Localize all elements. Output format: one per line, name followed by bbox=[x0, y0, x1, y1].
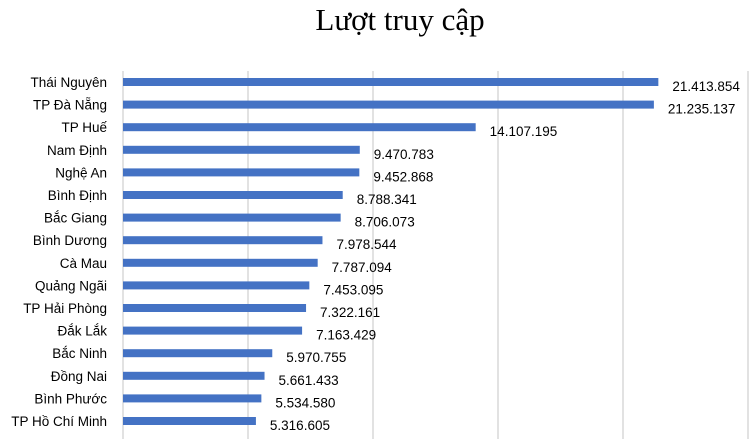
data-label: 7.322.161 bbox=[320, 305, 380, 320]
data-label: 7.453.095 bbox=[323, 282, 383, 297]
bar bbox=[123, 258, 318, 267]
bar bbox=[123, 236, 323, 245]
bar bbox=[123, 371, 265, 380]
category-label: Bắc Giang bbox=[44, 211, 107, 226]
data-label: 8.706.073 bbox=[355, 215, 415, 230]
bar bbox=[123, 123, 476, 132]
data-label: 9.452.868 bbox=[373, 169, 433, 184]
category-label: Đắk Lắk bbox=[57, 324, 107, 339]
data-label: 9.470.783 bbox=[374, 147, 434, 162]
bar bbox=[123, 78, 659, 86]
bar bbox=[123, 281, 310, 290]
bar bbox=[123, 417, 256, 425]
bar bbox=[123, 349, 273, 358]
category-label: Bắc Ninh bbox=[52, 346, 107, 361]
data-label: 7.978.544 bbox=[336, 237, 397, 252]
bar bbox=[123, 168, 360, 177]
category-label: Cà Mau bbox=[60, 256, 107, 271]
data-label: 5.661.433 bbox=[279, 373, 339, 388]
data-label: 8.788.341 bbox=[357, 192, 417, 207]
bar bbox=[123, 100, 654, 109]
bar bbox=[123, 213, 341, 222]
bar bbox=[123, 326, 303, 335]
category-label: Nghệ An bbox=[55, 165, 107, 180]
data-label: 5.534.580 bbox=[275, 395, 335, 410]
data-label: 5.970.755 bbox=[286, 350, 346, 365]
data-label: 21.413.854 bbox=[672, 79, 740, 94]
category-label: Thái Nguyên bbox=[30, 75, 107, 90]
category-label: TP Hồ Chí Minh bbox=[11, 414, 107, 429]
category-label: TP Hải Phòng bbox=[23, 301, 107, 316]
bar bbox=[123, 304, 307, 312]
bar bbox=[123, 145, 360, 154]
category-label: Bình Dương bbox=[33, 233, 107, 248]
data-label: 5.316.605 bbox=[270, 418, 330, 433]
bar bbox=[123, 394, 262, 403]
category-label: Đồng Nai bbox=[51, 369, 107, 384]
chart-title: Lượt truy cập bbox=[315, 2, 485, 37]
category-label: Bình Định bbox=[48, 188, 107, 203]
bar bbox=[123, 191, 343, 199]
data-label: 7.787.094 bbox=[332, 260, 393, 275]
category-label: Nam Định bbox=[47, 143, 107, 158]
data-label: 7.163.429 bbox=[316, 328, 376, 343]
data-label: 14.107.195 bbox=[490, 124, 558, 139]
category-label: Quảng Ngãi bbox=[35, 278, 107, 293]
category-label: TP Đà Nẵng bbox=[33, 98, 107, 113]
data-label: 21.235.137 bbox=[668, 102, 736, 117]
category-label: Bình Phước bbox=[34, 391, 107, 406]
category-label: TP Huế bbox=[61, 120, 107, 135]
